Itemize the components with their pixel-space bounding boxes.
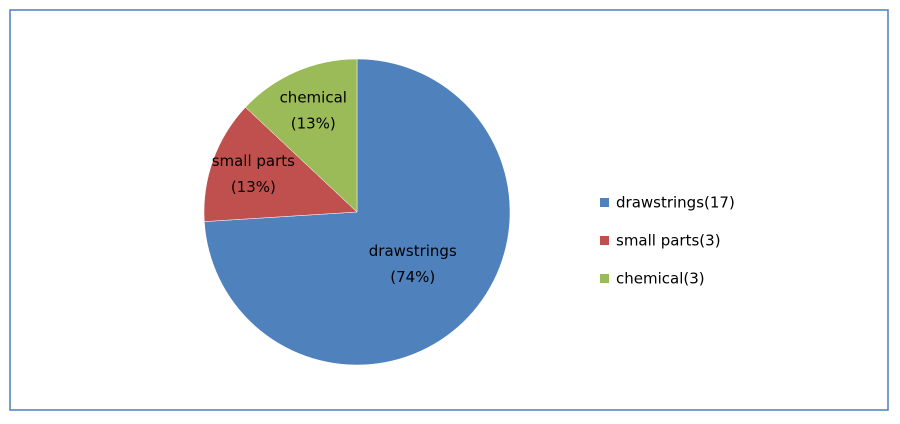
slice-label: small parts [212, 152, 295, 170]
legend-swatch [600, 236, 609, 245]
legend-swatch [600, 198, 609, 207]
pie-slice [203, 106, 358, 222]
slice-value-label: (13%) [231, 178, 276, 196]
slice-label: drawstrings [369, 242, 457, 260]
slice-value-label: (74%) [390, 268, 435, 286]
slice-value-label: (13%) [291, 114, 336, 132]
legend-swatch [600, 274, 609, 283]
slice-label: chemical [280, 88, 347, 106]
legend-label: small parts(3) [616, 232, 721, 250]
legend-label: chemical(3) [616, 270, 705, 288]
legend-label: drawstrings(17) [616, 194, 735, 212]
pie-slice [245, 58, 358, 213]
